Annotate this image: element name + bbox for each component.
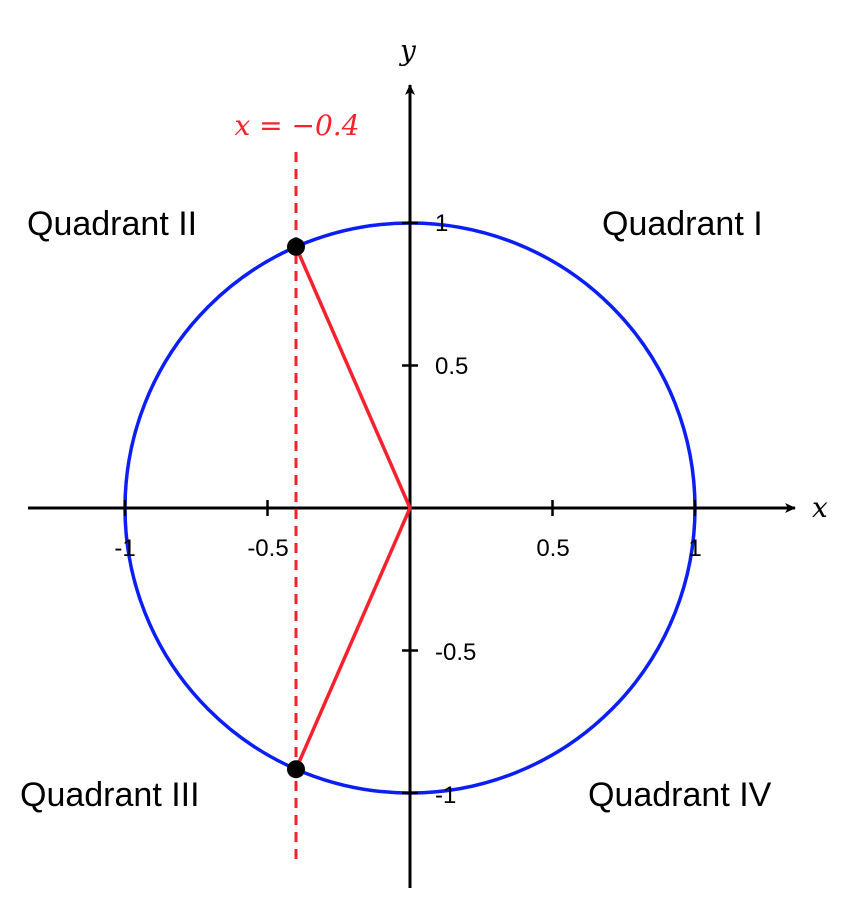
y-axis-label: y <box>398 34 417 67</box>
y-tick-label: 0.5 <box>435 353 468 380</box>
x-tick-label: 1 <box>688 535 701 562</box>
y-tick-label: 1 <box>435 210 448 237</box>
radius-segments <box>294 246 412 770</box>
x-tick-label: -1 <box>114 535 135 562</box>
lower-intersection-point <box>287 760 305 779</box>
y-tick-label: -0.5 <box>435 639 476 666</box>
x-axis-label: x <box>812 491 828 524</box>
vertical-line-label: x = −0.4 <box>234 109 359 142</box>
quadrant-1-label: Quadrant I <box>602 205 763 243</box>
quadrant-2-label: Quadrant II <box>27 205 197 243</box>
x-tick-label: 0.5 <box>536 535 569 562</box>
upper-intersection-point <box>287 237 305 256</box>
quadrant-4-label: Quadrant IV <box>588 776 772 814</box>
y-tick-label: -1 <box>435 782 456 809</box>
quadrant-3-label: Quadrant III <box>20 776 200 814</box>
x-tick-label: -0.5 <box>247 535 288 562</box>
